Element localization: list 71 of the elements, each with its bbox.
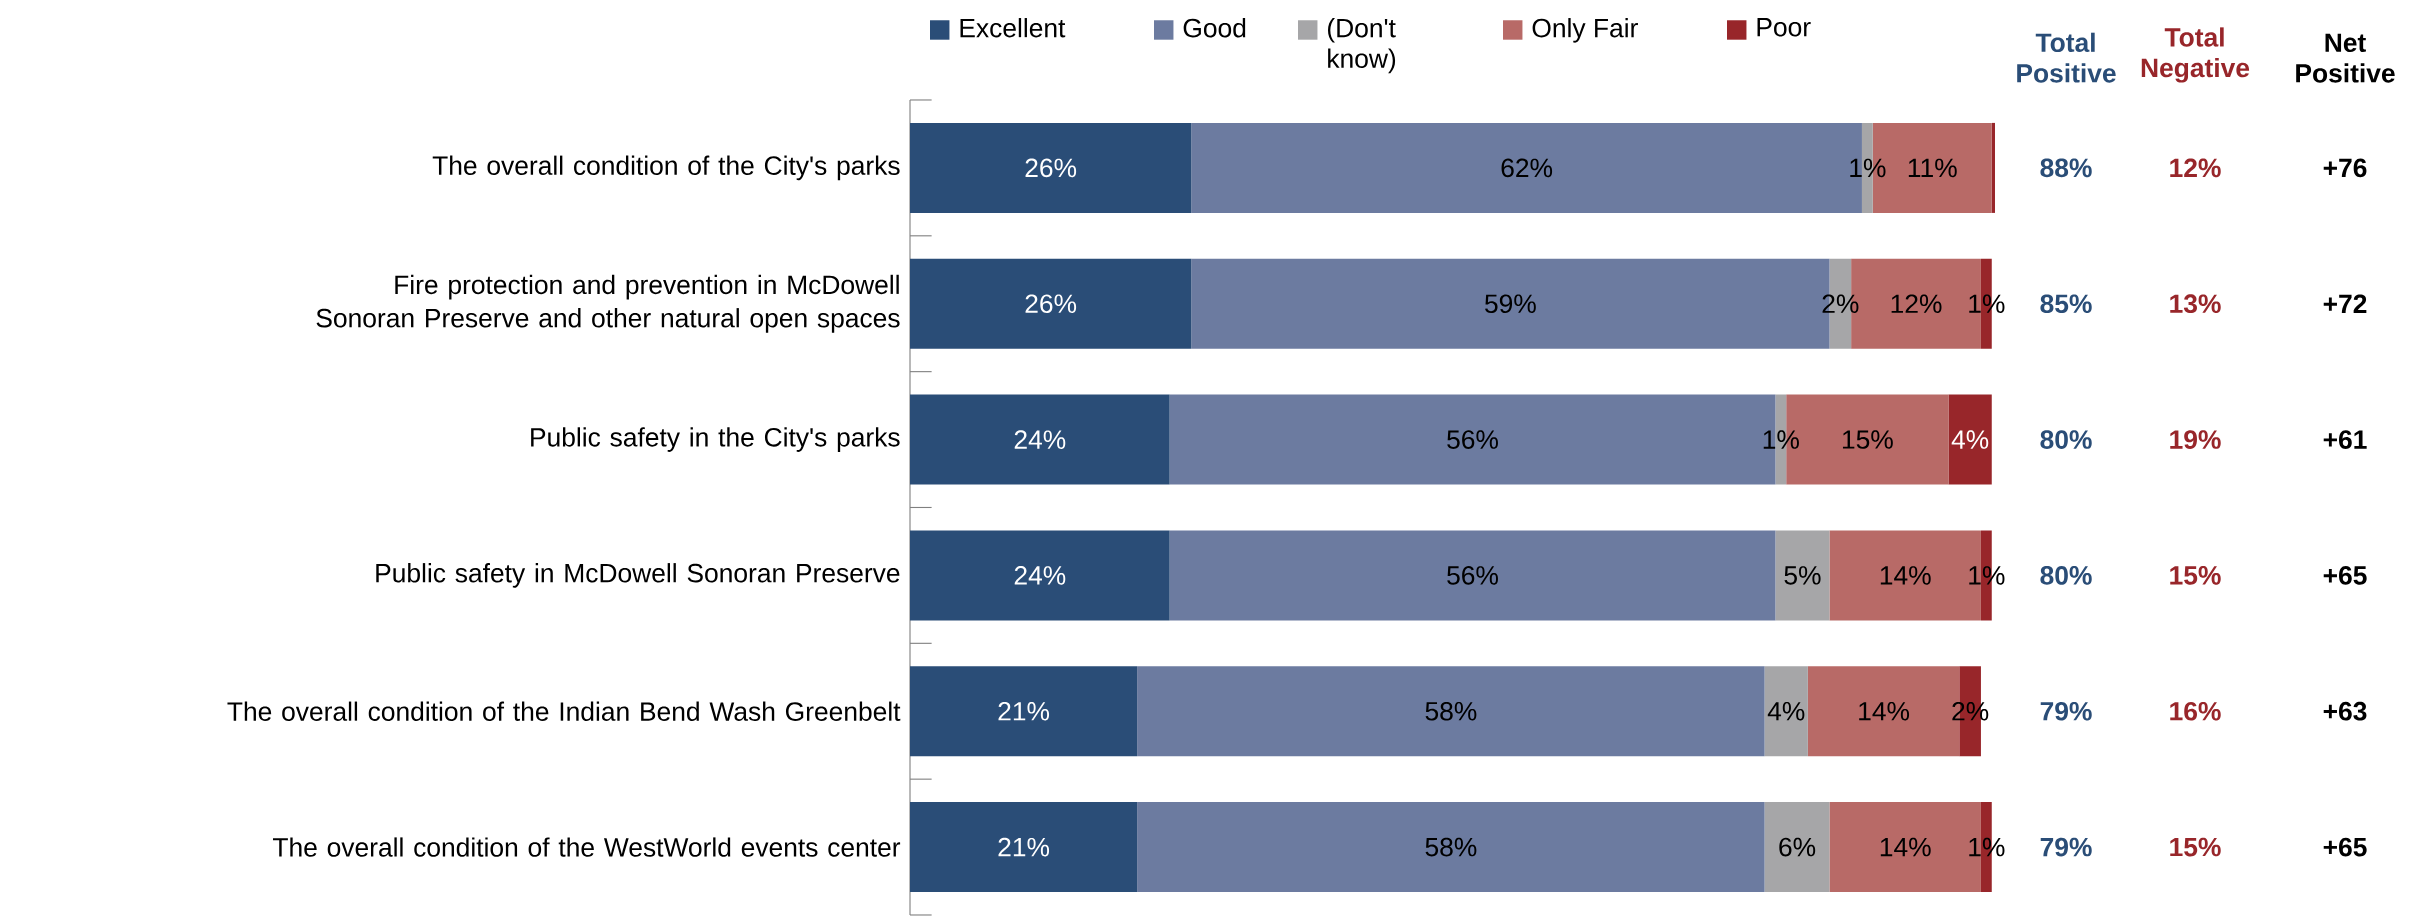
y-tick-label: The overall condition of the Indian Bend Wash Greenbelt <box>227 701 901 721</box>
bar <box>910 122 1192 213</box>
bar <box>1137 666 1765 757</box>
text: 79% <box>2040 701 2092 721</box>
bar <box>910 666 1138 757</box>
data-label: 4% <box>1767 702 1805 721</box>
data-label: 14% <box>1880 837 1931 857</box>
legend-label: Excellent <box>960 18 1066 38</box>
legend-label: Poor <box>1757 18 1811 37</box>
text: +65 <box>2323 566 2367 585</box>
bar <box>1169 530 1776 621</box>
data-label: 4% <box>1951 430 1989 449</box>
text: 15% <box>2170 837 2221 857</box>
data-label: 62% <box>1501 158 1553 178</box>
bar <box>1948 394 1992 485</box>
text: 16% <box>2170 701 2221 721</box>
bar <box>1764 666 1808 757</box>
text: 80% <box>2040 430 2092 449</box>
data-label: 21% <box>998 837 1050 857</box>
text: 15% <box>2170 566 2221 585</box>
data-label: 14% <box>1880 566 1931 585</box>
y-tick-label: Fire protection and prevention in McDowell Sonoran Preserve and other natural open spaces <box>316 274 900 333</box>
data-label: 56% <box>1447 566 1498 585</box>
text: 19% <box>2170 430 2221 449</box>
text: 12% <box>2170 158 2221 178</box>
data-label: 1% <box>1850 158 1886 178</box>
data-label: 56% <box>1447 430 1498 449</box>
data-label: 12% <box>1891 294 1942 314</box>
data-label: 6% <box>1779 837 1816 857</box>
text: +63 <box>2323 701 2367 721</box>
text: +76 <box>2323 158 2367 178</box>
data-label: 14% <box>1859 702 1910 721</box>
text: +61 <box>2323 430 2367 449</box>
bar <box>1137 802 1765 893</box>
bar <box>910 530 1170 621</box>
text: +65 <box>2323 837 2367 857</box>
text: Net Positive <box>2296 33 2395 83</box>
y-tick-label: Public safety in McDowell Sonoran Preserve <box>376 563 900 588</box>
data-label: 26% <box>1025 158 1077 178</box>
text: Total Positive <box>2017 32 2116 83</box>
bar <box>910 802 1138 893</box>
text: 79% <box>2040 837 2092 857</box>
data-label: 24% <box>1014 430 1066 449</box>
data-label: 26% <box>1025 294 1077 314</box>
bar <box>910 394 1170 485</box>
data-label: 59% <box>1485 294 1536 314</box>
text: 80% <box>2040 566 2092 585</box>
data-label: 1% <box>1763 430 1799 449</box>
data-label: 15% <box>1842 430 1893 449</box>
bar <box>1775 530 1830 621</box>
bar <box>1991 122 1996 213</box>
legend-label: Only Fair <box>1532 18 1638 43</box>
y-tick-label: The overall condition of the WestWorld events center <box>272 837 901 857</box>
data-label: 24% <box>1014 566 1066 585</box>
data-label: 58% <box>1425 701 1477 721</box>
y-tick-label: The overall condition of the City's parks <box>432 155 900 181</box>
text: 85% <box>2040 294 2092 314</box>
text: Total Negative <box>2141 27 2250 83</box>
text: +72 <box>2323 294 2367 313</box>
data-label: 21% <box>998 701 1050 721</box>
text: 88% <box>2040 158 2092 178</box>
legend-label: (Don't know) <box>1328 18 1396 74</box>
data-label: 5% <box>1784 566 1821 585</box>
data-label: 11% <box>1908 158 1957 178</box>
text: 13% <box>2170 294 2221 314</box>
legend-label: Good <box>1183 18 1246 38</box>
bar <box>1764 802 1830 893</box>
bar <box>910 258 1192 349</box>
y-tick-label: Public safety in the City's parks <box>531 427 900 452</box>
data-label: 2% <box>1822 294 1859 314</box>
data-label: 58% <box>1425 837 1477 857</box>
